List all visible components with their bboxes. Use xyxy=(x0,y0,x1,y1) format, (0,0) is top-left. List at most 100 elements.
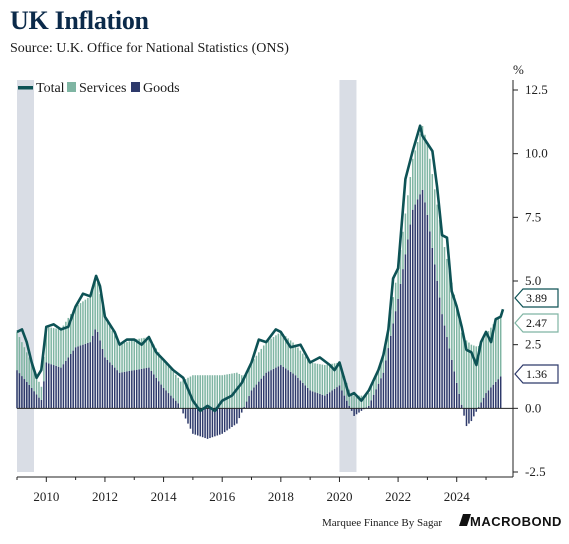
services-bar xyxy=(304,356,307,386)
goods-bar xyxy=(404,254,407,409)
goods-bar xyxy=(155,377,158,409)
footer-note: Marquee Finance By Sagar xyxy=(322,517,442,529)
services-bar xyxy=(319,364,321,394)
legend-label-services: Services xyxy=(79,81,126,96)
goods-bar xyxy=(30,387,33,409)
services-bar xyxy=(48,327,50,364)
goods-bar xyxy=(375,389,377,409)
chart-subtitle: Source: U.K. Office for National Statist… xyxy=(10,41,289,56)
services-bar xyxy=(294,344,297,376)
services-bar xyxy=(192,375,194,409)
chart-title: UK Inflation xyxy=(10,6,149,35)
services-bar xyxy=(187,377,189,409)
goods-bar xyxy=(150,370,153,409)
goods-bar xyxy=(219,408,221,435)
goods-bar xyxy=(309,390,311,409)
x-tick-label: 2020 xyxy=(326,489,352,504)
goods-bar xyxy=(414,204,416,409)
services-bar xyxy=(426,143,429,215)
services-bar xyxy=(23,347,26,380)
services-bar xyxy=(267,340,270,372)
services-bar xyxy=(26,352,28,383)
legend-swatch-goods xyxy=(131,82,140,92)
services-bar xyxy=(69,314,72,355)
services-bar xyxy=(370,386,372,401)
services-bar xyxy=(433,189,436,265)
services-bar xyxy=(77,304,79,347)
goods-bar xyxy=(111,365,114,409)
services-bar xyxy=(470,344,473,409)
goods-bar xyxy=(487,390,490,409)
goods-bar xyxy=(94,329,96,409)
services-bar xyxy=(382,354,385,373)
services-bar xyxy=(338,362,341,386)
goods-bar xyxy=(350,408,353,411)
services-bar xyxy=(28,357,30,385)
goods-bar xyxy=(167,393,170,409)
goods-bar xyxy=(402,269,404,409)
services-bar xyxy=(150,340,153,371)
goods-bar xyxy=(431,247,434,409)
services-bar xyxy=(238,373,241,409)
y-tick-label: 12.5 xyxy=(525,82,548,97)
goods-bar xyxy=(289,371,292,409)
goods-bar xyxy=(326,393,329,409)
goods-bar xyxy=(233,408,236,426)
goods-bar xyxy=(128,370,131,409)
goods-bar xyxy=(429,231,431,409)
goods-bar xyxy=(353,408,355,416)
goods-bar xyxy=(275,367,277,409)
services-bar xyxy=(45,326,48,363)
goods-bar xyxy=(328,392,331,409)
goods-bar xyxy=(79,345,82,409)
services-bar xyxy=(421,126,424,190)
goods-bar xyxy=(16,370,18,409)
services-bar xyxy=(282,334,285,367)
goods-bar xyxy=(231,408,233,428)
goods-bar xyxy=(50,364,52,409)
goods-bar xyxy=(495,381,497,409)
services-bar xyxy=(179,381,182,409)
services-bar xyxy=(157,352,160,382)
goods-bar xyxy=(424,202,426,409)
bar-layer xyxy=(16,126,502,439)
services-bar xyxy=(172,371,175,399)
services-bar xyxy=(199,375,201,409)
goods-bar xyxy=(250,390,253,409)
goods-bar xyxy=(35,394,38,409)
services-bar xyxy=(89,296,92,343)
goods-bar xyxy=(131,370,133,409)
goods-bar xyxy=(419,194,421,409)
services-bar xyxy=(358,395,360,409)
services-bar xyxy=(419,133,421,195)
services-bar xyxy=(184,379,187,409)
macrobond-logo: MACROBOND xyxy=(459,514,561,529)
services-bar xyxy=(33,368,35,392)
goods-bar xyxy=(201,408,204,438)
services-bar xyxy=(60,329,62,368)
goods-bar xyxy=(372,394,375,409)
services-bar xyxy=(99,294,101,341)
goods-bar xyxy=(368,405,370,409)
services-bar xyxy=(258,352,260,382)
services-bar xyxy=(385,340,387,361)
services-bar xyxy=(375,373,377,390)
legend-label-total: Total xyxy=(36,81,65,96)
services-bar xyxy=(16,331,18,371)
services-bar xyxy=(57,328,60,367)
services-bar xyxy=(65,321,67,361)
services-bar xyxy=(96,282,99,332)
services-bar xyxy=(475,346,478,409)
services-bar xyxy=(353,395,355,409)
goods-bar xyxy=(236,408,238,424)
goods-bar xyxy=(475,408,478,412)
goods-bar xyxy=(482,397,485,409)
services-bar xyxy=(40,386,43,400)
goods-bar xyxy=(189,408,192,429)
services-bar xyxy=(414,150,416,205)
services-bar xyxy=(255,355,258,385)
goods-bar xyxy=(465,408,468,427)
services-bar xyxy=(245,370,248,402)
services-bar xyxy=(394,282,397,312)
y-tick-label: 2.5 xyxy=(525,337,541,352)
